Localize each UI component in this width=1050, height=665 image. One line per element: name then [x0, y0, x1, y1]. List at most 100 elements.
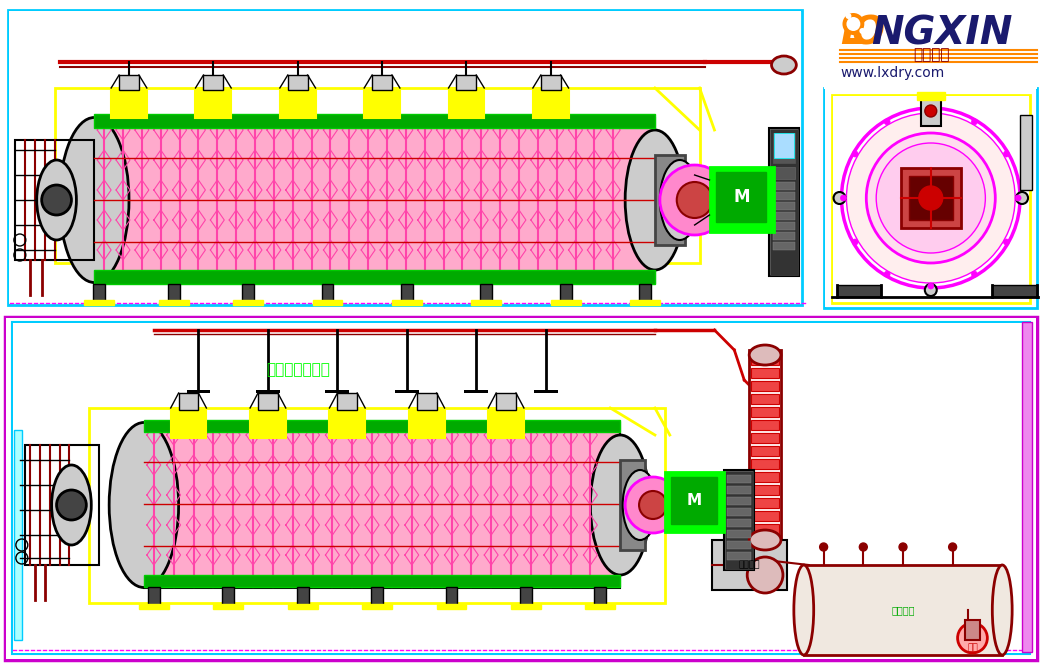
Bar — [0, 0, 1042, 315]
Ellipse shape — [750, 530, 781, 550]
Bar — [94, 118, 655, 283]
Bar — [751, 459, 779, 469]
Bar — [773, 167, 795, 179]
Bar — [751, 407, 779, 417]
Bar — [395, 390, 419, 393]
Bar — [901, 168, 961, 228]
Circle shape — [677, 182, 713, 218]
Bar — [751, 524, 779, 534]
Circle shape — [840, 195, 846, 201]
Circle shape — [925, 100, 937, 112]
Bar — [55, 88, 699, 263]
Bar — [89, 408, 665, 603]
Bar — [751, 511, 779, 521]
Bar — [728, 475, 751, 483]
Ellipse shape — [109, 422, 178, 587]
Bar — [833, 96, 1029, 302]
Bar — [751, 368, 779, 378]
Circle shape — [866, 133, 995, 263]
Bar — [713, 540, 786, 590]
Circle shape — [876, 143, 985, 253]
Bar — [639, 284, 651, 304]
Text: 龍鑫干燥: 龍鑫干燥 — [912, 47, 949, 62]
Bar — [716, 172, 766, 222]
Circle shape — [971, 119, 978, 125]
Bar — [773, 242, 795, 250]
Bar — [728, 497, 751, 505]
Ellipse shape — [60, 118, 129, 283]
Bar — [728, 541, 751, 549]
Circle shape — [820, 543, 827, 551]
Bar — [480, 284, 492, 304]
Bar — [751, 381, 779, 391]
Circle shape — [884, 119, 890, 125]
Bar — [751, 485, 779, 495]
Bar — [773, 222, 795, 230]
Bar — [773, 202, 795, 210]
Bar — [144, 420, 621, 432]
Text: NGXIN: NGXIN — [872, 14, 1012, 52]
Circle shape — [846, 113, 1015, 283]
Text: M: M — [733, 188, 750, 206]
Bar — [256, 390, 280, 393]
Bar — [586, 604, 615, 609]
Circle shape — [42, 185, 71, 215]
Circle shape — [842, 13, 864, 35]
Ellipse shape — [37, 160, 77, 240]
Bar — [119, 75, 139, 90]
Bar — [171, 408, 207, 438]
Bar — [139, 604, 169, 609]
Bar — [751, 420, 779, 430]
Bar — [297, 587, 309, 607]
Bar — [213, 604, 244, 609]
Text: 真空圓盤干燥機: 真空圓盤干燥機 — [266, 362, 330, 378]
Bar — [728, 486, 751, 494]
Bar — [773, 232, 795, 240]
Bar — [769, 128, 799, 276]
Bar — [773, 212, 795, 220]
Bar — [824, 89, 1036, 307]
Bar — [321, 284, 334, 304]
Bar — [751, 355, 779, 365]
Bar — [371, 587, 383, 607]
Bar — [288, 604, 317, 609]
Bar — [1022, 322, 1032, 652]
Bar — [94, 114, 655, 128]
Circle shape — [948, 543, 957, 551]
Circle shape — [971, 271, 978, 277]
Ellipse shape — [625, 130, 685, 270]
Circle shape — [659, 165, 730, 235]
Bar — [14, 430, 22, 640]
Bar — [921, 96, 941, 126]
Circle shape — [1015, 195, 1021, 201]
Bar — [15, 140, 94, 260]
Bar — [195, 88, 231, 118]
Circle shape — [748, 557, 783, 593]
Bar — [621, 460, 645, 550]
Bar — [728, 519, 751, 527]
Text: 真空機組: 真空機組 — [738, 561, 760, 569]
Bar — [178, 393, 198, 410]
Bar — [671, 477, 717, 524]
Text: M: M — [687, 493, 702, 507]
Circle shape — [1004, 239, 1009, 245]
Circle shape — [958, 623, 987, 653]
Bar — [12, 322, 1030, 654]
Bar — [401, 284, 413, 304]
Bar — [803, 565, 1003, 655]
Bar — [770, 129, 798, 275]
Ellipse shape — [590, 435, 650, 575]
Bar — [250, 408, 286, 438]
Bar — [84, 300, 114, 305]
Bar — [111, 88, 147, 118]
Bar — [25, 445, 100, 565]
Bar — [541, 75, 561, 90]
Bar — [144, 575, 621, 587]
Bar — [832, 95, 1030, 303]
Bar — [630, 300, 659, 305]
Bar — [726, 471, 753, 569]
Bar — [364, 88, 400, 118]
Bar — [6, 318, 1036, 659]
Circle shape — [846, 17, 860, 31]
Bar — [148, 587, 160, 607]
